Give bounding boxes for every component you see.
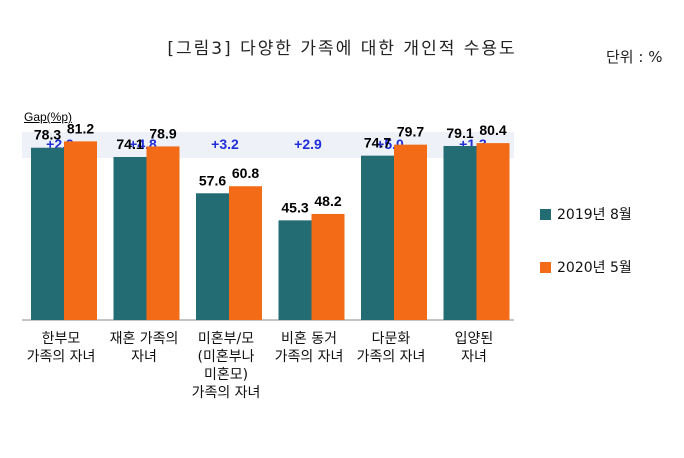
category-label: 재혼 가족의 자녀 [109,331,179,365]
bar-value-label: 78.9 [149,125,176,141]
bar-2020 [311,213,345,320]
chart-title: [그림3] 다양한 가족에 대한 개인적 수용도 [167,39,517,59]
bar-2019 [361,155,394,320]
gap-band [22,132,514,158]
bar-2019 [443,145,477,320]
category-label: 한부모 가족의 자녀 [26,331,96,365]
bar-value-label: 48.2 [314,193,341,209]
bar-value-label: 80.4 [479,122,506,138]
gap-value: +2.9 [294,136,322,152]
bar-value-label: 57.6 [199,172,226,188]
bar-value-label: 60.8 [232,165,259,181]
category-label: 입양된 자녀 [454,331,494,365]
bar-2020 [146,146,180,320]
category-label: 미혼부/모 (미혼부나 미혼모) 가족의 자녀 [191,331,261,401]
bar-2020 [229,186,262,320]
legend-item-2019: 2019년 8월 [540,204,632,224]
legend-swatch-2020 [540,261,551,273]
bar-2019 [113,156,147,320]
legend-swatch-2019 [540,208,551,220]
legend-label-2020: 2020년 5월 [557,260,632,276]
gap-label: Gap(%p) [24,110,73,124]
bar-value-label: 78.3 [34,127,61,143]
bar-value-label: 79.7 [397,124,424,140]
legend-item-2020: 2020년 5월 [540,257,632,277]
category-label: 다문화 가족의 자녀 [356,331,426,365]
legend-label-2019: 2019년 8월 [557,207,632,223]
bar-value-label: 45.3 [281,199,308,215]
unit-label: 단위 : % [606,48,663,66]
bar-2020 [476,143,510,320]
gap-value: +3.2 [211,136,239,152]
bar-value-label: 81.2 [67,120,94,136]
bar-value-label: 79.1 [446,125,473,141]
bars-group: 78.3 81.2 74.1 78.9 57.6 60.8 45.3 48.2 74.7 79.7… [31,120,510,320]
bar-2019 [31,147,64,320]
bar-2020 [64,141,97,320]
bar-value-label: 74.1 [116,136,143,152]
category-label: 비혼 동거 가족의 자녀 [274,331,344,365]
bar-2019 [196,193,229,320]
bar-value-label: 74.7 [364,135,391,151]
bar-2020 [394,144,427,320]
bar-2019 [278,220,312,320]
